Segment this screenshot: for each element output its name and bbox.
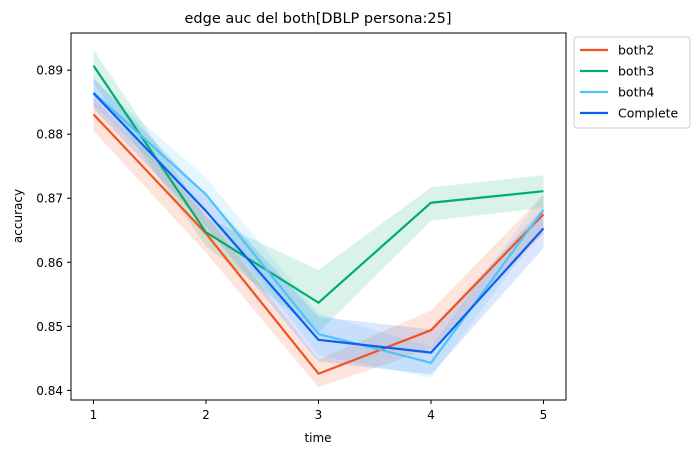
- y-tick-label: 0.84: [36, 384, 63, 398]
- legend-label-complete: Complete: [618, 106, 679, 121]
- x-tick-label: 4: [427, 408, 435, 422]
- series-line-complete: [92, 92, 545, 354]
- x-tick-label: 2: [202, 408, 210, 422]
- x-tick-label: 5: [540, 408, 548, 422]
- y-tick-label: 0.87: [36, 192, 63, 206]
- legend-frame: [573, 36, 691, 129]
- x-tick-label: 3: [315, 408, 323, 422]
- y-tick-label: 0.89: [36, 64, 63, 78]
- x-axis: 1 2 3 4 5: [90, 400, 548, 422]
- legend-label-both3: both3: [618, 64, 654, 79]
- y-tick-label: 0.88: [36, 128, 63, 142]
- series-line-both2: [92, 113, 545, 375]
- band-both2: [93, 97, 544, 388]
- band-both4: [93, 79, 544, 378]
- legend-label-both4: both4: [618, 85, 654, 100]
- y-axis-label: accuracy: [11, 189, 25, 243]
- y-tick-label: 0.85: [36, 320, 63, 334]
- band-both3: [93, 49, 544, 333]
- x-tick-label: 1: [90, 408, 98, 422]
- legend: both2 both3 both4 Complete: [573, 36, 691, 129]
- legend-label-both2: both2: [618, 43, 654, 58]
- chart-title: edge auc del both[DBLP persona:25]: [184, 11, 451, 27]
- x-axis-label: time: [304, 431, 331, 445]
- confidence-bands: [93, 49, 544, 388]
- series-line-both3: [92, 65, 544, 304]
- band-complete: [93, 77, 544, 375]
- y-tick-label: 0.86: [36, 256, 63, 270]
- series-lines: [92, 65, 545, 375]
- y-axis: 0.84 0.85 0.86 0.87 0.88 0.89: [36, 64, 71, 398]
